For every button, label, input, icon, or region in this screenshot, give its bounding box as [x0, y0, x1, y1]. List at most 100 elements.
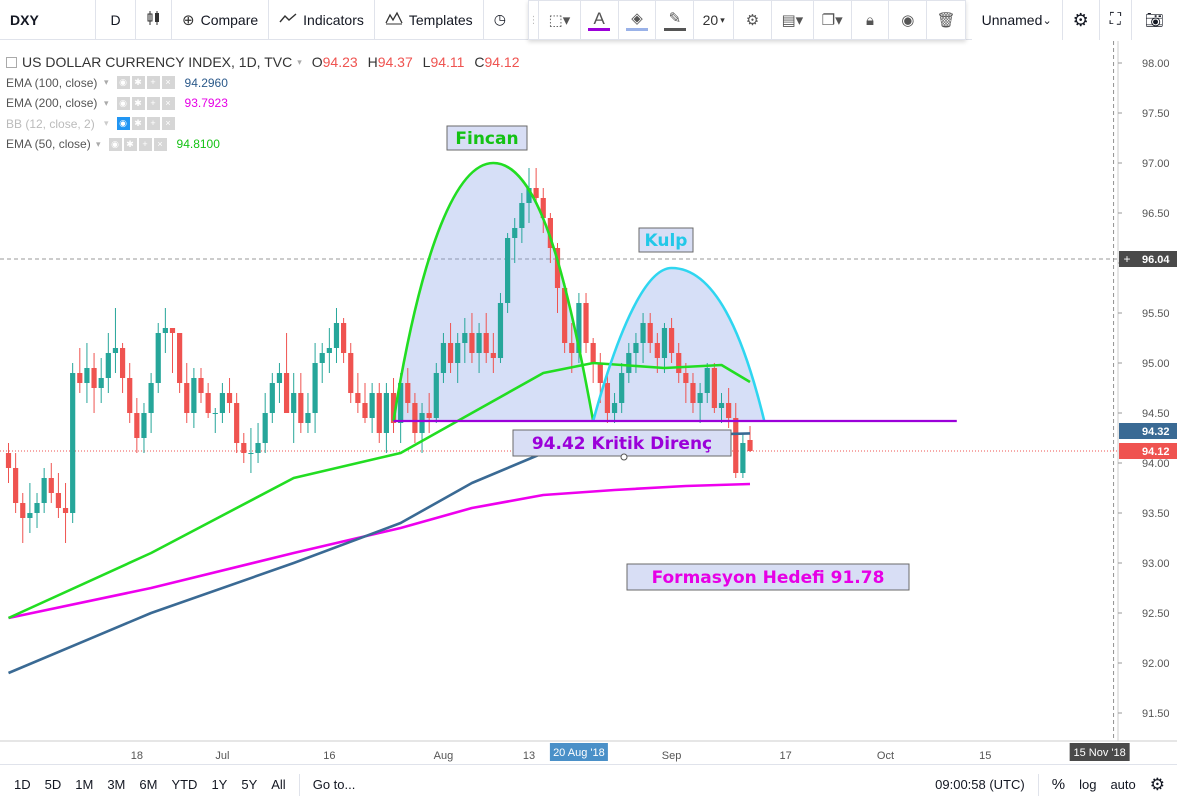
layout-name-dropdown[interactable]: Unnamed ⌄: [972, 0, 1062, 40]
line-color-swatch: [663, 27, 686, 31]
gear-icon[interactable]: ✱: [131, 117, 145, 131]
camera-icon: 📷︎: [1144, 12, 1165, 29]
settings-button[interactable]: ⚙: [734, 1, 772, 39]
chevron-down-icon[interactable]: ▾: [104, 77, 109, 88]
range-5d[interactable]: 5D: [44, 777, 62, 792]
percent-toggle[interactable]: %: [1051, 776, 1066, 793]
eye-off-icon[interactable]: ◉: [116, 117, 130, 131]
candle-body: [162, 328, 168, 333]
chevron-down-icon[interactable]: ▾: [104, 97, 109, 108]
plus-icon[interactable]: +: [146, 117, 160, 131]
templates-label: Templates: [408, 11, 473, 28]
templates-button[interactable]: Templates: [375, 0, 484, 40]
candle-body: [383, 393, 389, 433]
fill-color-button[interactable]: ◈: [619, 1, 657, 39]
study-row-bb[interactable]: BB (12, close, 2) ▾ ◉ ✱ + ×: [6, 114, 526, 135]
candle-body: [98, 378, 104, 388]
indicators-button[interactable]: Indicators: [269, 0, 375, 40]
auto-toggle[interactable]: auto: [1110, 777, 1136, 792]
chart-settings-button[interactable]: ⚙: [1061, 0, 1099, 40]
close-icon[interactable]: ×: [161, 117, 175, 131]
hide-button[interactable]: ◉: [889, 1, 928, 39]
range-1y[interactable]: 1Y: [211, 777, 228, 792]
chart-type-button[interactable]: [136, 0, 172, 40]
close-icon[interactable]: ×: [161, 96, 175, 110]
gear-icon[interactable]: ✱: [131, 96, 145, 110]
candle-body: [455, 343, 461, 363]
candle-body: [497, 303, 504, 358]
candle-body: [148, 383, 154, 413]
range-all[interactable]: All: [271, 777, 286, 792]
text-color-button[interactable]: A: [581, 1, 619, 39]
symbol-label: DXY: [10, 11, 39, 28]
compare-button[interactable]: ⊕ Compare: [172, 0, 270, 40]
close-icon[interactable]: ×: [153, 137, 167, 151]
text-color-swatch: [588, 27, 611, 31]
clone-button[interactable]: ❐▾: [814, 1, 852, 39]
study-row-ema100[interactable]: EMA (100, close) ▾ ◉ ✱ + × 94.2960: [6, 73, 526, 94]
study-row-ema200[interactable]: EMA (200, close) ▾ ◉ ✱ + × 93.7923: [6, 93, 526, 114]
chevron-down-icon[interactable]: ▾: [297, 56, 302, 67]
price-tick-label: 96.50: [1142, 208, 1170, 220]
eye-icon[interactable]: ◉: [108, 137, 122, 151]
chevron-down-icon[interactable]: ▾: [104, 118, 109, 129]
eye-icon[interactable]: ◉: [116, 76, 130, 90]
drag-handle[interactable]: ⋮: [529, 1, 539, 39]
delete-button[interactable]: 🗑︎: [927, 1, 965, 39]
range-3m[interactable]: 3M: [107, 777, 126, 792]
collapse-icon[interactable]: [6, 56, 17, 68]
candle-body: [690, 383, 696, 403]
range-1d[interactable]: 1D: [14, 777, 31, 792]
selection-tool-button[interactable]: ⬚▾: [539, 1, 581, 39]
line-color-button[interactable]: ✎: [656, 1, 695, 39]
range-ytd[interactable]: YTD: [171, 777, 198, 792]
gear-icon[interactable]: ✱: [131, 76, 145, 90]
candle-body: [84, 368, 90, 383]
candle-body: [62, 508, 69, 513]
interval-button[interactable]: D: [96, 0, 136, 40]
range-6m[interactable]: 6M: [139, 777, 158, 792]
candle-body: [305, 413, 311, 423]
plus-icon[interactable]: +: [138, 137, 152, 151]
price-tick-label: 97.00: [1142, 158, 1170, 170]
candle-body: [219, 393, 225, 413]
font-size-dropdown[interactable]: 20 ▾: [694, 1, 735, 39]
plus-icon[interactable]: +: [146, 76, 160, 90]
alert-button[interactable]: ◷: [484, 0, 516, 40]
eye-icon[interactable]: ◉: [116, 96, 130, 110]
study-label: EMA (200, close): [6, 96, 98, 111]
chevron-down-icon[interactable]: ▾: [96, 138, 101, 149]
study-row-ema50[interactable]: EMA (50, close) ▾ ◉ ✱ + × 94.8100: [6, 134, 526, 155]
range-1m[interactable]: 1M: [75, 777, 94, 792]
fullscreen-button[interactable]: ⛶: [1098, 0, 1131, 40]
candle-body: [41, 478, 47, 503]
end-date-text: 15 Nov '18: [1074, 747, 1126, 759]
compare-label: Compare: [200, 11, 259, 28]
trash-icon: 🗑︎: [936, 12, 956, 29]
candle-body: [704, 368, 710, 393]
study-value: 93.7923: [184, 96, 228, 111]
plus-icon[interactable]: +: [146, 96, 160, 110]
candle-body: [583, 303, 589, 343]
utc-clock[interactable]: 09:00:58 (UTC): [935, 777, 1025, 792]
study-value: 94.2960: [184, 75, 228, 90]
symbol-search[interactable]: DXY: [0, 0, 96, 40]
goto-button[interactable]: Go to...: [312, 777, 356, 792]
settings-button[interactable]: ⚙: [1143, 775, 1177, 795]
price-chart[interactable]: 98.0097.5097.0096.5096.0095.5095.0094.50…: [0, 41, 1177, 763]
range-5y[interactable]: 5Y: [241, 777, 258, 792]
layout-name: Unnamed: [981, 12, 1043, 28]
close-icon[interactable]: ×: [161, 76, 175, 90]
gear-icon[interactable]: ✱: [123, 137, 137, 151]
cup-arc: [392, 161, 595, 422]
price-tick-label: 94.00: [1142, 458, 1170, 470]
snapshot-button[interactable]: 📷︎: [1131, 0, 1177, 40]
copy-icon: ❐▾: [821, 12, 843, 29]
font-size-value: 20: [702, 12, 719, 28]
price-tick-label: 91.50: [1142, 708, 1170, 720]
lock-button[interactable]: 🔒︎: [852, 1, 890, 39]
indicators-label: Indicators: [303, 11, 364, 28]
visual-order-button[interactable]: ▤▾: [772, 1, 814, 39]
log-toggle[interactable]: log: [1079, 777, 1097, 792]
candle-body: [447, 343, 454, 363]
